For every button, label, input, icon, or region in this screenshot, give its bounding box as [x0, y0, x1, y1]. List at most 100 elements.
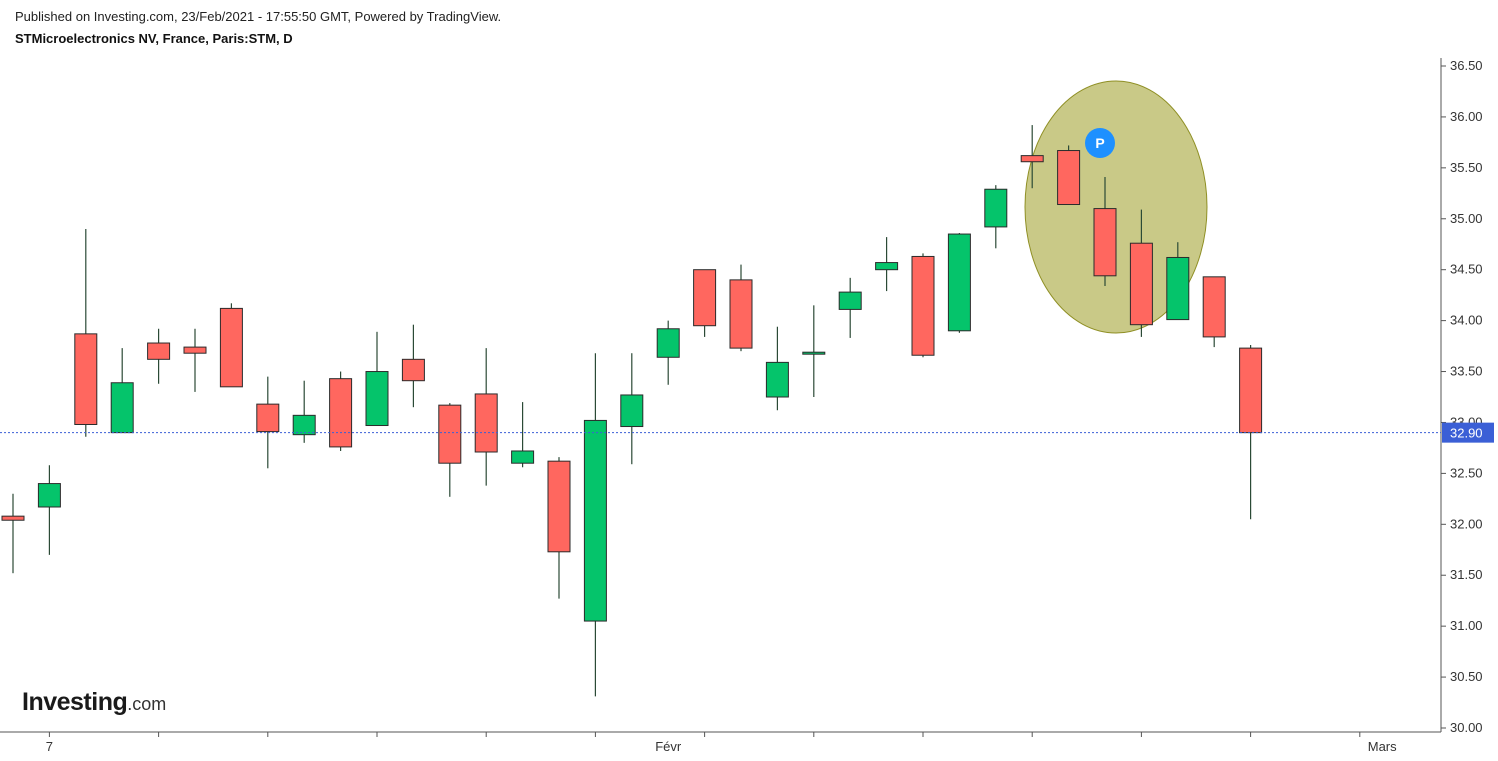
candle: [765, 326, 789, 411]
candle-body-up: [875, 262, 899, 271]
candle: [1202, 276, 1226, 348]
candle: [656, 320, 680, 385]
price-tick-label: 33.50: [1450, 364, 1483, 379]
annotation-marker-label: P: [1095, 135, 1104, 151]
candle: [729, 264, 753, 352]
logo-text: Investing: [22, 688, 128, 716]
candle: [292, 380, 316, 443]
candle-body-up: [110, 382, 134, 434]
candle: [1093, 177, 1117, 286]
candle-body-up: [947, 233, 971, 332]
candle-body-down: [547, 460, 571, 553]
candle: [802, 305, 826, 397]
candle-body-down: [1, 515, 25, 521]
candle-body-down: [1057, 150, 1081, 206]
price-tick-label: 31.00: [1450, 618, 1483, 633]
candle: [219, 303, 243, 388]
candle: [110, 348, 134, 434]
price-axis: 30.0030.5031.0031.5032.0032.5033.0033.50…: [1440, 58, 1483, 735]
candle-body-up: [365, 371, 389, 427]
price-tick-label: 31.50: [1450, 567, 1483, 582]
candle: [838, 277, 862, 338]
time-tick-label: Mars: [1368, 739, 1397, 754]
candle: [401, 324, 425, 408]
candle-body-up: [37, 483, 61, 508]
price-tick-label: 34.00: [1450, 313, 1483, 328]
price-tick-label: 32.50: [1450, 465, 1483, 480]
candle-body-down: [693, 269, 717, 327]
candle-body-down: [219, 307, 243, 388]
price-tick-label: 30.00: [1450, 720, 1483, 735]
candle: [1057, 145, 1081, 206]
candle: [1239, 345, 1263, 520]
logo-suffix: .com: [127, 694, 167, 714]
price-tick-label: 35.50: [1450, 160, 1483, 175]
candle-body-down: [74, 333, 98, 425]
candle-body-up: [292, 414, 316, 436]
candle: [74, 228, 98, 437]
candle-body-down: [729, 279, 753, 349]
candle-body-down: [1239, 347, 1263, 434]
last-price-label: 32.90: [1450, 426, 1483, 441]
candle-body-up: [984, 188, 1008, 228]
time-axis: 7 Févr Mars: [0, 731, 1441, 754]
annotation-marker: [1085, 128, 1115, 158]
candle: [1020, 125, 1044, 189]
time-tick-label: Févr: [655, 739, 682, 754]
symbol-title: STMicroelectronics NV, France, Paris:STM…: [15, 31, 293, 46]
price-tick-label: 35.00: [1450, 211, 1483, 226]
price-tick-label: 34.50: [1450, 262, 1483, 277]
candle: [947, 233, 971, 333]
candle-body-down: [401, 358, 425, 382]
last-price-layer: 32.90: [0, 422, 1494, 443]
candle-body-up: [1166, 256, 1190, 321]
candle-body-up: [583, 419, 607, 622]
price-tick-label: 30.50: [1450, 669, 1483, 684]
candle-body-up: [620, 394, 644, 428]
price-tick-label: 32.00: [1450, 516, 1483, 531]
candle: [511, 402, 535, 468]
candle-body-down: [1020, 155, 1044, 163]
candle: [438, 403, 462, 497]
candle: [875, 237, 899, 292]
published-caption: Published on Investing.com, 23/Feb/2021 …: [15, 9, 502, 24]
candle-body-down: [329, 378, 353, 448]
candle: [183, 328, 207, 392]
candle: [984, 185, 1008, 249]
candle-body-down: [438, 404, 462, 464]
candle-body-down: [1129, 242, 1153, 326]
candle-body-down: [474, 393, 498, 453]
time-tick-label: 7: [46, 739, 53, 754]
candle: [1129, 209, 1153, 337]
candle: [693, 269, 717, 337]
candle-body-up: [838, 291, 862, 310]
candles-layer: [1, 125, 1263, 697]
candle: [147, 328, 171, 384]
price-tick-label: 36.50: [1450, 58, 1483, 73]
last-price-tag: [1442, 422, 1494, 443]
candle: [37, 465, 61, 555]
candle: [1166, 242, 1190, 321]
candle: [583, 353, 607, 697]
candle-body-down: [256, 403, 280, 433]
candle-body-down: [147, 342, 171, 360]
candle-body-up: [802, 351, 826, 355]
candle-body-down: [911, 255, 935, 356]
candle: [256, 376, 280, 469]
candle-body-down: [183, 346, 207, 354]
candle: [474, 348, 498, 486]
candle-body-up: [656, 328, 680, 358]
highlight-ellipse: [1024, 80, 1208, 334]
investing-logo: Investing.com: [22, 688, 166, 717]
candle-body-up: [765, 361, 789, 398]
candle: [329, 371, 353, 451]
candle: [547, 457, 571, 599]
annotation-layer: P: [1024, 80, 1208, 334]
candle: [620, 353, 644, 465]
candle: [911, 253, 935, 358]
candle-body-down: [1202, 276, 1226, 338]
candle: [365, 331, 389, 427]
price-tick-label: 36.00: [1450, 109, 1483, 124]
candle-body-down: [1093, 208, 1117, 277]
